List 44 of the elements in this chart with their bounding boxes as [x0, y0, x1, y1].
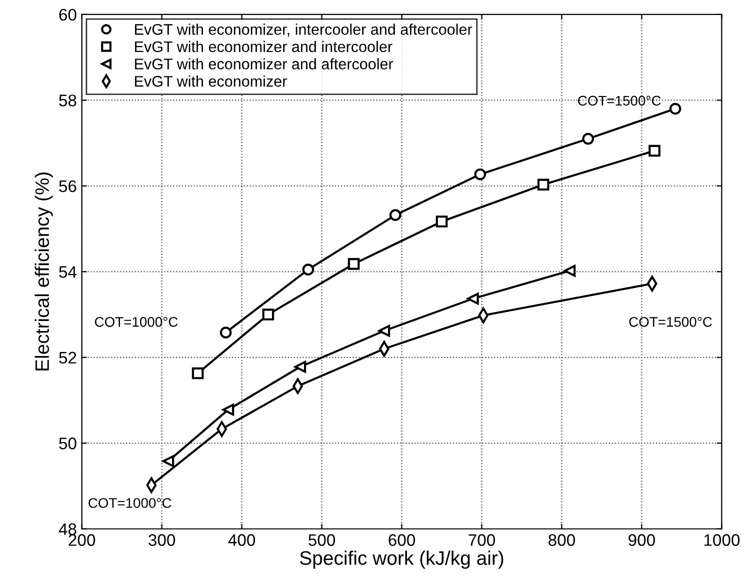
x-axis-title: Specific work (kJ/kg air): [300, 550, 504, 569]
point: [436, 216, 448, 228]
y-tick-label: 58: [59, 94, 76, 106]
legend-label: EvGT with economizer: [135, 76, 287, 87]
point: [302, 264, 314, 276]
x-tick-label: 900: [628, 534, 655, 546]
x-tick-label: 400: [228, 534, 256, 546]
point: [348, 258, 360, 270]
point: [389, 209, 402, 221]
x-tick-label: 1000: [704, 534, 740, 546]
point: [294, 360, 306, 373]
x-tick-label: 500: [308, 534, 336, 546]
point: [582, 132, 594, 145]
point: [537, 178, 550, 191]
point: [467, 292, 479, 305]
legend-label: EvGT with economizer, intercooler and aftercooler: [135, 24, 472, 37]
point: [192, 367, 204, 380]
y-tick-label: 56: [59, 180, 76, 192]
annotation: COT=1500°C: [578, 96, 661, 106]
y-tick-label: 60: [59, 8, 76, 21]
point: [378, 324, 390, 337]
x-tick-label: 600: [388, 534, 416, 546]
y-tick-label: 48: [58, 523, 76, 536]
y-tick-label: 52: [59, 352, 76, 364]
x-tick-label: 700: [468, 534, 495, 546]
legend-label: EvGT with economizer and intercooler: [135, 40, 392, 52]
point: [262, 308, 274, 320]
x-tick-label: 200: [68, 534, 96, 546]
point: [564, 264, 576, 277]
x-tick-label: 800: [548, 534, 575, 546]
y-tick-label: 54: [59, 266, 76, 278]
point: [669, 102, 682, 115]
point: [474, 168, 486, 180]
annotation: COT=1000°C: [88, 498, 172, 508]
legend-label: EvGT with economizer and aftercooler: [135, 58, 394, 70]
annotation: COT=1500°C: [629, 316, 712, 327]
point: [220, 326, 232, 338]
y-tick-label: 50: [59, 438, 76, 450]
x-tick-label: 300: [148, 534, 176, 546]
annotation: COT=1000°C: [94, 316, 178, 327]
y-axis-title: Electrical efficiency (%): [34, 172, 53, 370]
point: [162, 455, 174, 468]
point: [222, 404, 234, 416]
point: [648, 144, 660, 157]
